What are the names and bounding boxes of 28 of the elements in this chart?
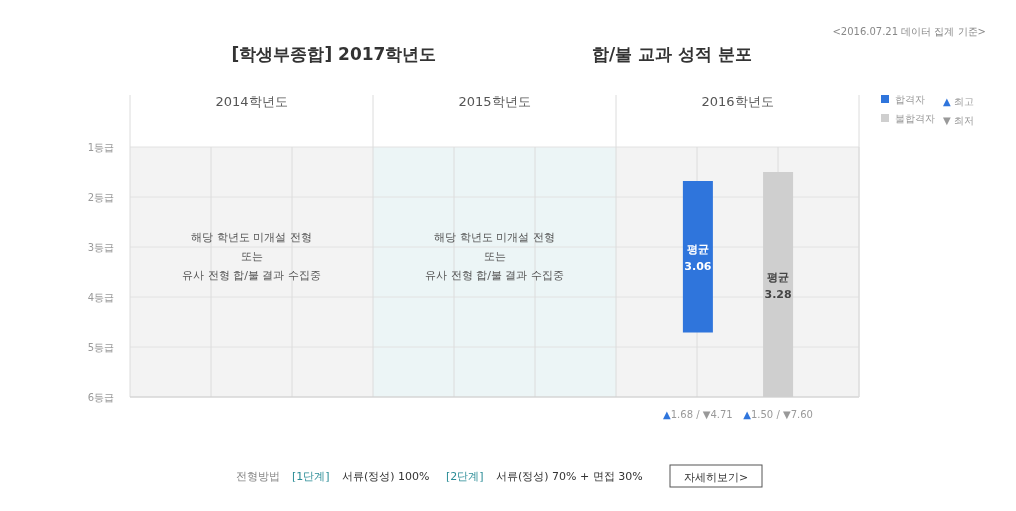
y-tick-label: 1등급 xyxy=(87,142,114,153)
legend-label: 불합격자 xyxy=(895,113,935,124)
x-tick-label: 2016학년도 xyxy=(701,94,774,109)
text: <2016.07.21 데이터 집계 기준> xyxy=(832,26,986,37)
data-label: 평균 3.28 xyxy=(764,270,792,301)
y-tick-label: 3등급 xyxy=(87,242,114,253)
text: 전형방법 xyxy=(236,470,280,483)
y-tick-label: 6등급 xyxy=(87,392,114,403)
annotation: 해당 학년도 미개설 전형 또는 유사 전형 합/불 결과 수집중 xyxy=(425,231,564,282)
chart-title: [학생부종합] 2017학년도 xyxy=(231,44,437,64)
annotation: 해당 학년도 미개설 전형 또는 유사 전형 합/불 결과 수집중 xyxy=(182,231,321,282)
y-tick-label: 4등급 xyxy=(87,292,114,303)
chart-subtitle: 합/불 교과 성적 분포 xyxy=(592,44,752,64)
x-tick-label: 2015학년도 xyxy=(458,94,531,109)
data-label: 평균 3.06 xyxy=(684,242,712,273)
y-tick-label: 2등급 xyxy=(87,192,114,203)
y-tick-label: 5등급 xyxy=(87,342,114,353)
text: [1단계] xyxy=(292,470,330,483)
text: 서류(정성) 100% xyxy=(342,470,430,483)
text: 서류(정성) 70% + 면접 30% xyxy=(496,470,643,483)
text: 자세히보기> xyxy=(683,471,749,484)
text: ▼ 최저 xyxy=(943,115,974,126)
legend-label: 합격자 xyxy=(895,94,925,105)
text: ▲1.50 / ▼7.60 xyxy=(743,409,813,420)
text: ▲1.68 / ▼4.71 xyxy=(663,409,733,420)
x-tick-label: 2014학년도 xyxy=(215,94,288,109)
text: [2단계] xyxy=(446,470,484,483)
text: ▲ 최고 xyxy=(943,96,974,107)
